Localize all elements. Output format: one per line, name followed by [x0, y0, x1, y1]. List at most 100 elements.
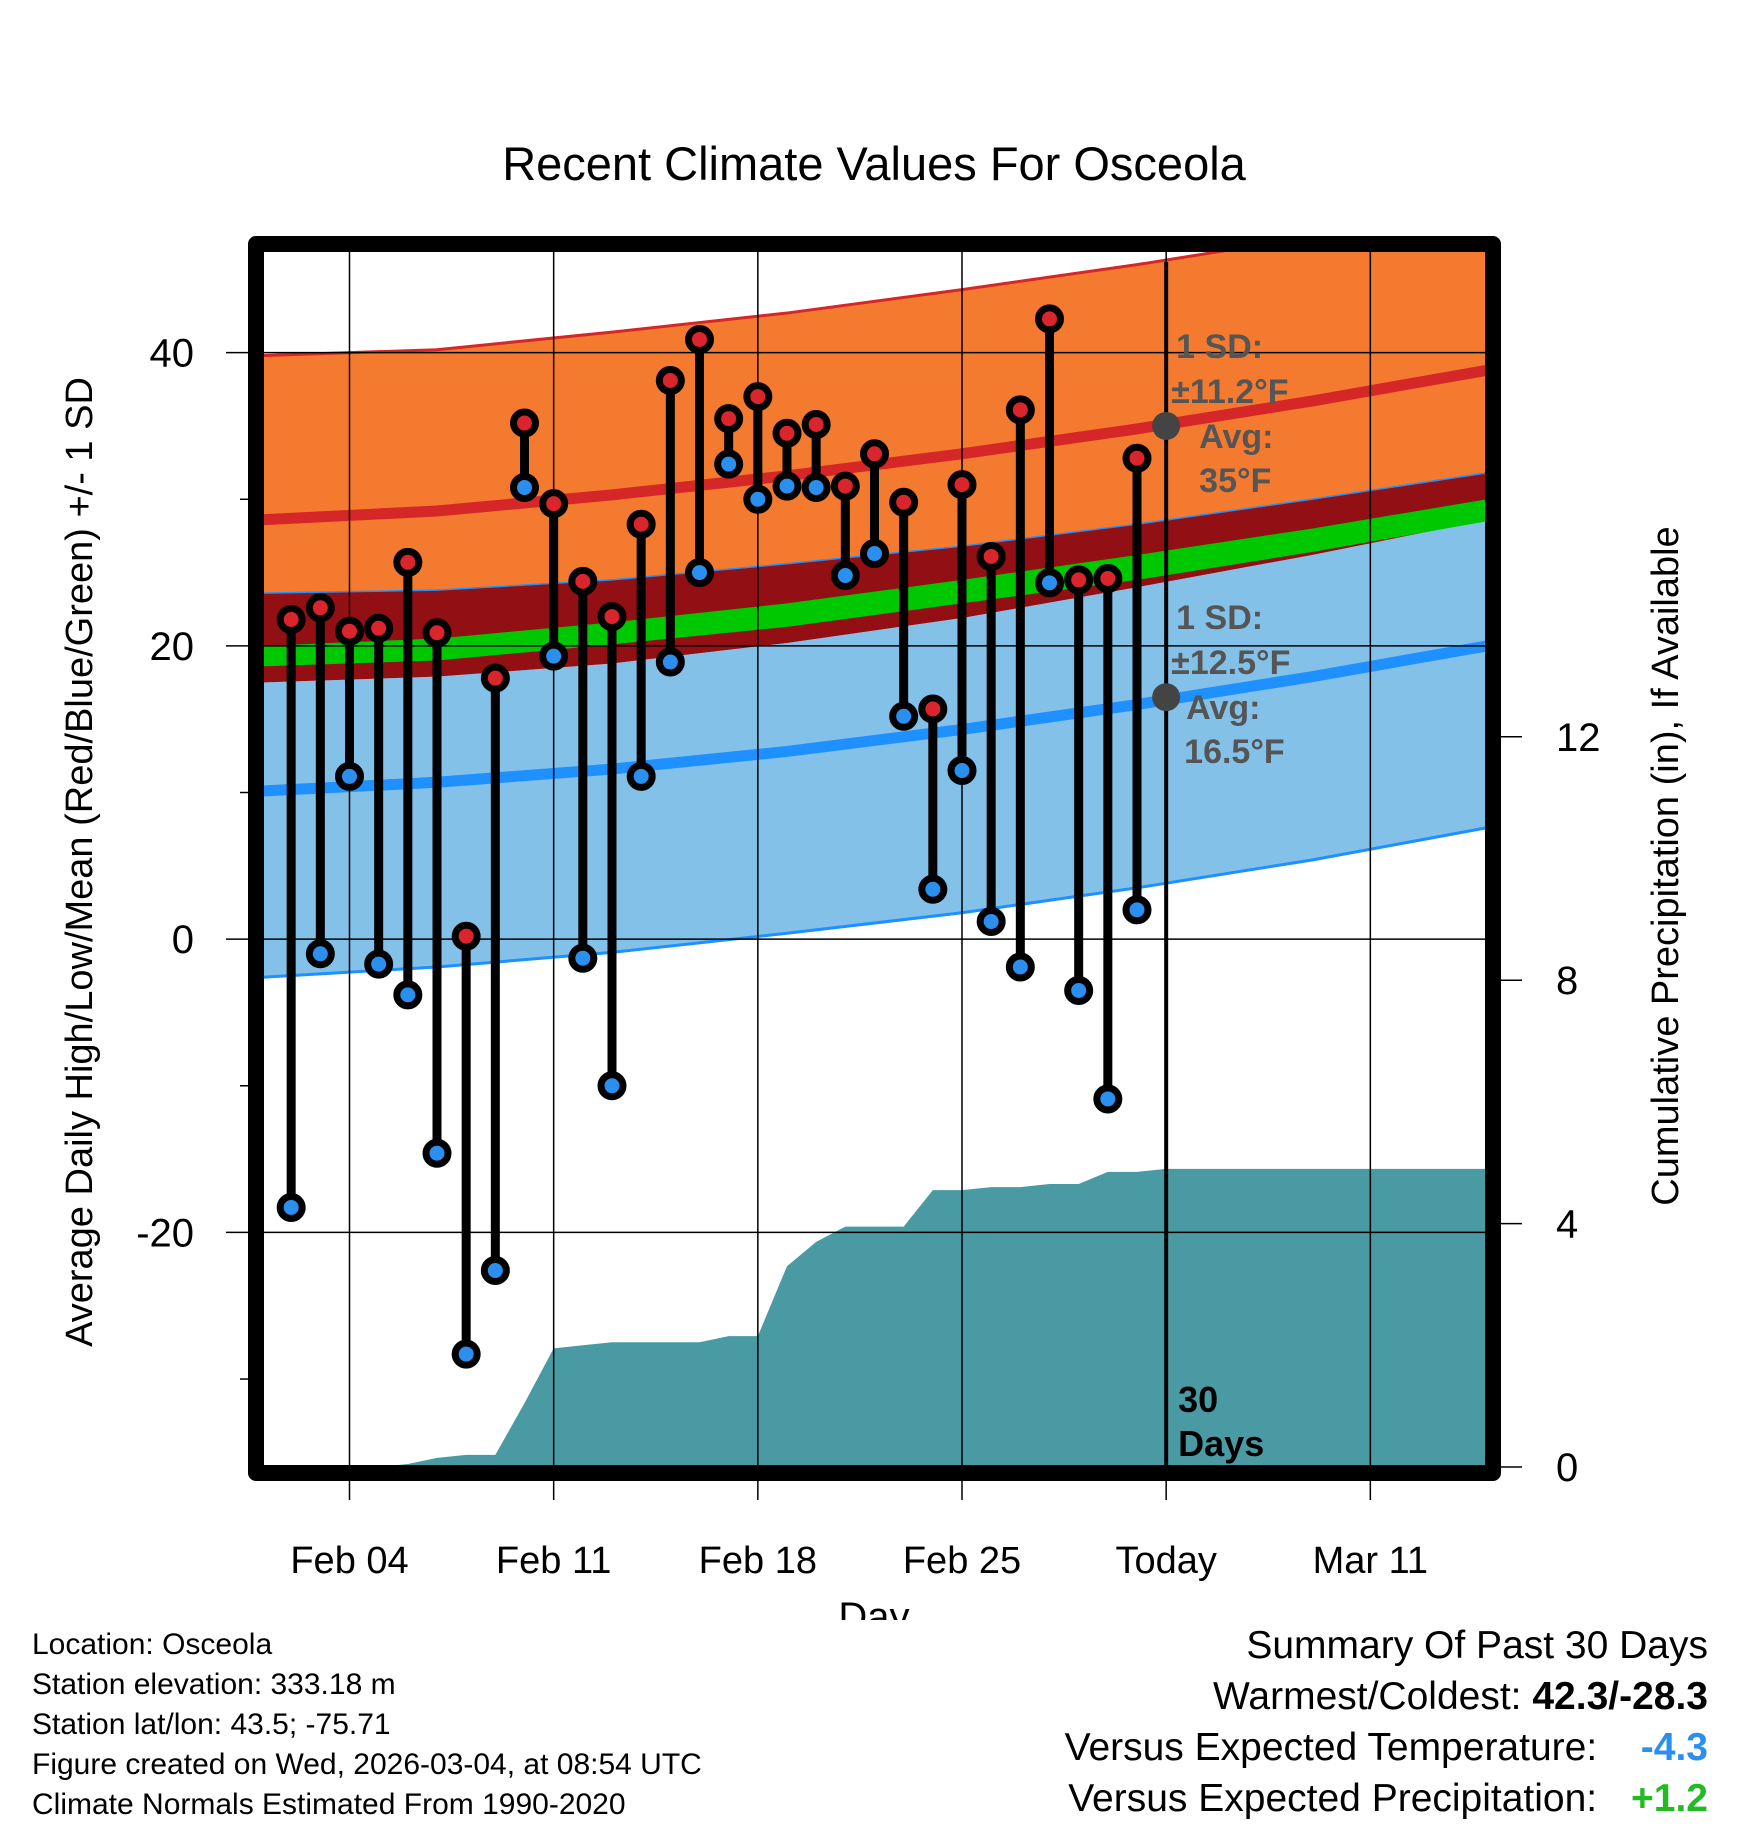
high-sd-label: 1 SD:: [1176, 328, 1263, 366]
low-temp-point: [976, 907, 1006, 937]
summary-precip-row: Versus Expected Precipitation: +1.2: [1065, 1773, 1708, 1824]
low-temp-point: [393, 980, 423, 1010]
low-temp-point: [539, 641, 569, 671]
low-temp-point: [655, 647, 685, 677]
low-temp-point: [451, 1339, 481, 1369]
high-temp-point: [568, 566, 598, 596]
low-temp-point: [510, 473, 539, 503]
plot-area: [262, 250, 1487, 1467]
high-sd-value: ±11.2°F: [1171, 373, 1288, 411]
low-temp-point: [626, 761, 656, 791]
today-days-number: 30: [1178, 1379, 1218, 1420]
mean-band: [262, 499, 1487, 667]
y-axis-label: Average Daily High/Low/Mean (Red/Blue/Gr…: [59, 377, 101, 1347]
low-temp-point: [801, 473, 831, 503]
precip-value: +1.2: [1631, 1777, 1708, 1820]
chart-title: Recent Climate Values For Osceola: [502, 137, 1246, 190]
high-sd-band: [262, 250, 1487, 594]
high-temp-point: [830, 471, 860, 501]
high-temp-point: [976, 541, 1006, 571]
low-temp-point: [889, 701, 919, 731]
plot-frame: [248, 236, 1501, 1481]
low-sd-value: ±12.5°F: [1171, 644, 1290, 682]
high-temp-point: [393, 547, 423, 577]
location-text: Location: Osceola: [32, 1628, 273, 1661]
low-temp-point: [335, 761, 364, 791]
high-temp-point: [335, 616, 364, 646]
x-tick-label: Feb 25: [903, 1540, 1021, 1582]
y-tick-label: -20: [136, 1211, 194, 1255]
x-tick-label: Feb 04: [290, 1540, 408, 1582]
low-temp-point: [1035, 568, 1064, 598]
high-temp-point: [480, 663, 510, 693]
low-avg-marker: [1152, 683, 1181, 712]
summary-title: Summary Of Past 30 Days: [1246, 1624, 1708, 1667]
high-sd-upper-line: [262, 250, 1239, 358]
y2-tick-label: 0: [1556, 1446, 1578, 1490]
low-temp-point: [597, 1071, 627, 1101]
low-temp-point: [422, 1138, 452, 1168]
low-temp-point: [772, 471, 802, 501]
high-temp-point: [626, 509, 656, 539]
y2-tick-label: 12: [1556, 716, 1601, 760]
low-avg-value: 16.5°F: [1184, 733, 1285, 771]
high-temp-point: [1035, 304, 1064, 334]
station-info: Location: Osceola Station elevation: 333…: [32, 1625, 702, 1825]
high-temp-point: [539, 489, 569, 519]
high-temp-point: [685, 324, 714, 354]
low-temp-point: [743, 484, 773, 514]
low-temp-point: [364, 949, 394, 979]
climate-chart: Recent Climate Values For Osceola 30Days…: [59, 137, 1687, 1620]
y-tick-label: 20: [150, 625, 195, 669]
low-temp-point: [1005, 952, 1035, 982]
y-tick-label: 0: [172, 918, 194, 962]
warmest-value: 42.3/-28.3: [1532, 1675, 1708, 1718]
summary-panel: Summary Of Past 30 Days Warmest/Coldest:…: [1065, 1620, 1708, 1824]
high-temp-point: [714, 404, 744, 434]
high-temp-point: [947, 470, 977, 500]
x-tick-label: Today: [1115, 1540, 1216, 1582]
high-temp-point: [364, 613, 394, 643]
high-temp-point: [422, 618, 452, 648]
y2-tick-label: 4: [1556, 1203, 1578, 1247]
x-tick-label: Mar 11: [1313, 1540, 1428, 1582]
high-temp-point: [743, 382, 773, 412]
low-temp-point: [830, 561, 860, 591]
high-temp-point: [889, 487, 919, 517]
precip-label: Versus Expected Precipitation:: [1068, 1777, 1598, 1820]
low-temp-point: [1122, 895, 1152, 925]
y2-axis-label: Cumulative Precipitation (in), If Availa…: [1645, 526, 1687, 1205]
normals-text: Climate Normals Estimated From 1990-2020: [32, 1788, 626, 1821]
low-temp-point: [1064, 975, 1094, 1005]
summary-warmest-row: Warmest/Coldest: 42.3/-28.3: [1065, 1671, 1708, 1722]
elevation-text: Station elevation: 333.18 m: [32, 1668, 396, 1701]
low-temp-point: [714, 449, 744, 479]
x-axis-label: Day: [838, 1595, 909, 1620]
axes: -20 0 20 40 0 4 8 12 Feb 04 Feb 11 Feb 18 Feb 25 Tod…: [59, 236, 1687, 1620]
low-temp-point: [276, 1192, 306, 1222]
high-temp-point: [860, 439, 889, 469]
high-temp-point: [1122, 443, 1152, 473]
high-temp-point: [1005, 395, 1035, 425]
high-temp-point: [510, 408, 539, 438]
high-temp-point: [305, 593, 335, 623]
y2-tick-label: 8: [1556, 959, 1578, 1003]
warmest-label: Warmest/Coldest:: [1213, 1675, 1522, 1718]
high-temp-point: [918, 694, 948, 724]
created-text: Figure created on Wed, 2026-03-04, at 08…: [32, 1748, 702, 1781]
low-temp-point: [918, 874, 948, 904]
x-tick-label: Feb 11: [496, 1540, 611, 1582]
today-days-word: Days: [1178, 1423, 1264, 1464]
low-avg-line: [262, 640, 1487, 797]
temp-value: -4.3: [1640, 1726, 1708, 1769]
temp-label: Versus Expected Temperature:: [1064, 1726, 1598, 1769]
low-temp-point: [568, 943, 598, 973]
low-temp-point: [947, 756, 977, 786]
low-sd-label: 1 SD:: [1176, 599, 1263, 637]
high-temp-point: [801, 409, 831, 439]
low-temp-point: [1093, 1084, 1123, 1114]
high-temp-point: [1093, 563, 1123, 593]
x-tick-label: Feb 18: [699, 1540, 817, 1582]
latlon-text: Station lat/lon: 43.5; -75.71: [32, 1708, 391, 1741]
